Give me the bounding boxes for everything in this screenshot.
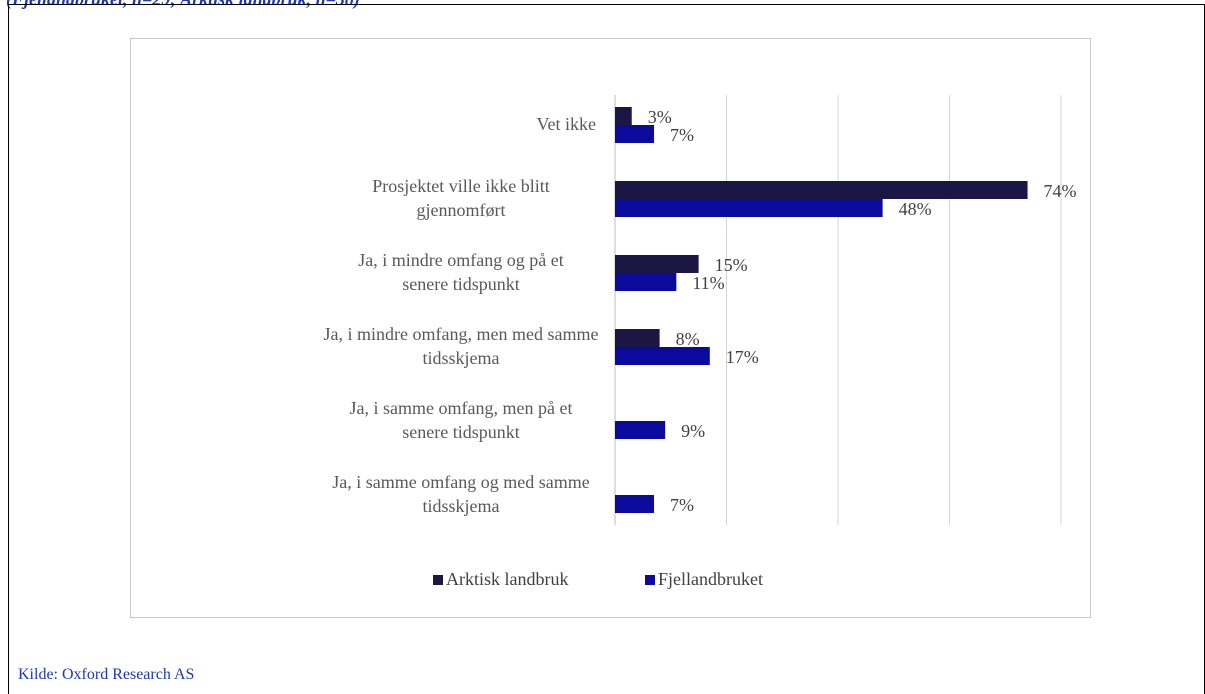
legend-swatch bbox=[645, 575, 655, 585]
category-label: Ja, i samme omfang og med samme tidsskjem… bbox=[332, 472, 589, 516]
gridlines bbox=[614, 95, 1062, 525]
data-label: 3% bbox=[648, 107, 672, 127]
data-label: 74% bbox=[1044, 181, 1077, 201]
data-label: 11% bbox=[692, 273, 724, 293]
legend: Arktisk landbruk Fjellandbruket bbox=[433, 569, 763, 589]
bar bbox=[615, 329, 660, 347]
data-label: 17% bbox=[726, 347, 759, 367]
data-label: 7% bbox=[670, 125, 694, 145]
bar-chart: Vet ikke Prosjektet ville ikke blitt gjenn… bbox=[324, 95, 1077, 589]
category-label: Ja, i mindre omfang, men med samme tidssk… bbox=[324, 324, 599, 368]
category-labels: Vet ikke Prosjektet ville ikke blitt gjenn… bbox=[324, 114, 599, 516]
legend-swatch bbox=[433, 575, 443, 585]
bar bbox=[615, 495, 655, 513]
legend-label: Arktisk landbruk bbox=[446, 569, 568, 589]
bar bbox=[615, 273, 677, 291]
source-note: Kilde: Oxford Research AS bbox=[18, 666, 195, 683]
category-label: Vet ikke bbox=[537, 114, 596, 134]
category-label: Prosjektet ville ikke blitt gjennomført bbox=[372, 176, 549, 220]
bar bbox=[615, 255, 699, 273]
data-label: 15% bbox=[715, 255, 748, 275]
bar bbox=[615, 199, 883, 217]
category-label: Ja, i mindre omfang og på et senere tidsp… bbox=[358, 250, 563, 294]
bars bbox=[615, 107, 1028, 513]
bar bbox=[615, 181, 1028, 199]
data-label: 7% bbox=[670, 495, 694, 515]
bar bbox=[615, 125, 655, 143]
chart-container: Vet ikke Prosjektet ville ikke blitt gjenn… bbox=[130, 38, 1091, 618]
category-label: Ja, i samme omfang, men på et senere tids… bbox=[350, 398, 573, 442]
bar bbox=[615, 107, 632, 125]
bar bbox=[615, 421, 666, 439]
data-label: 8% bbox=[676, 329, 700, 349]
bar bbox=[615, 347, 710, 365]
data-label: 9% bbox=[681, 421, 705, 441]
data-label: 48% bbox=[899, 199, 932, 219]
legend-label: Fjellandbruket bbox=[658, 569, 763, 589]
data-labels: 3%7%74%48%15%11%8%17%9%7% bbox=[648, 107, 1077, 515]
